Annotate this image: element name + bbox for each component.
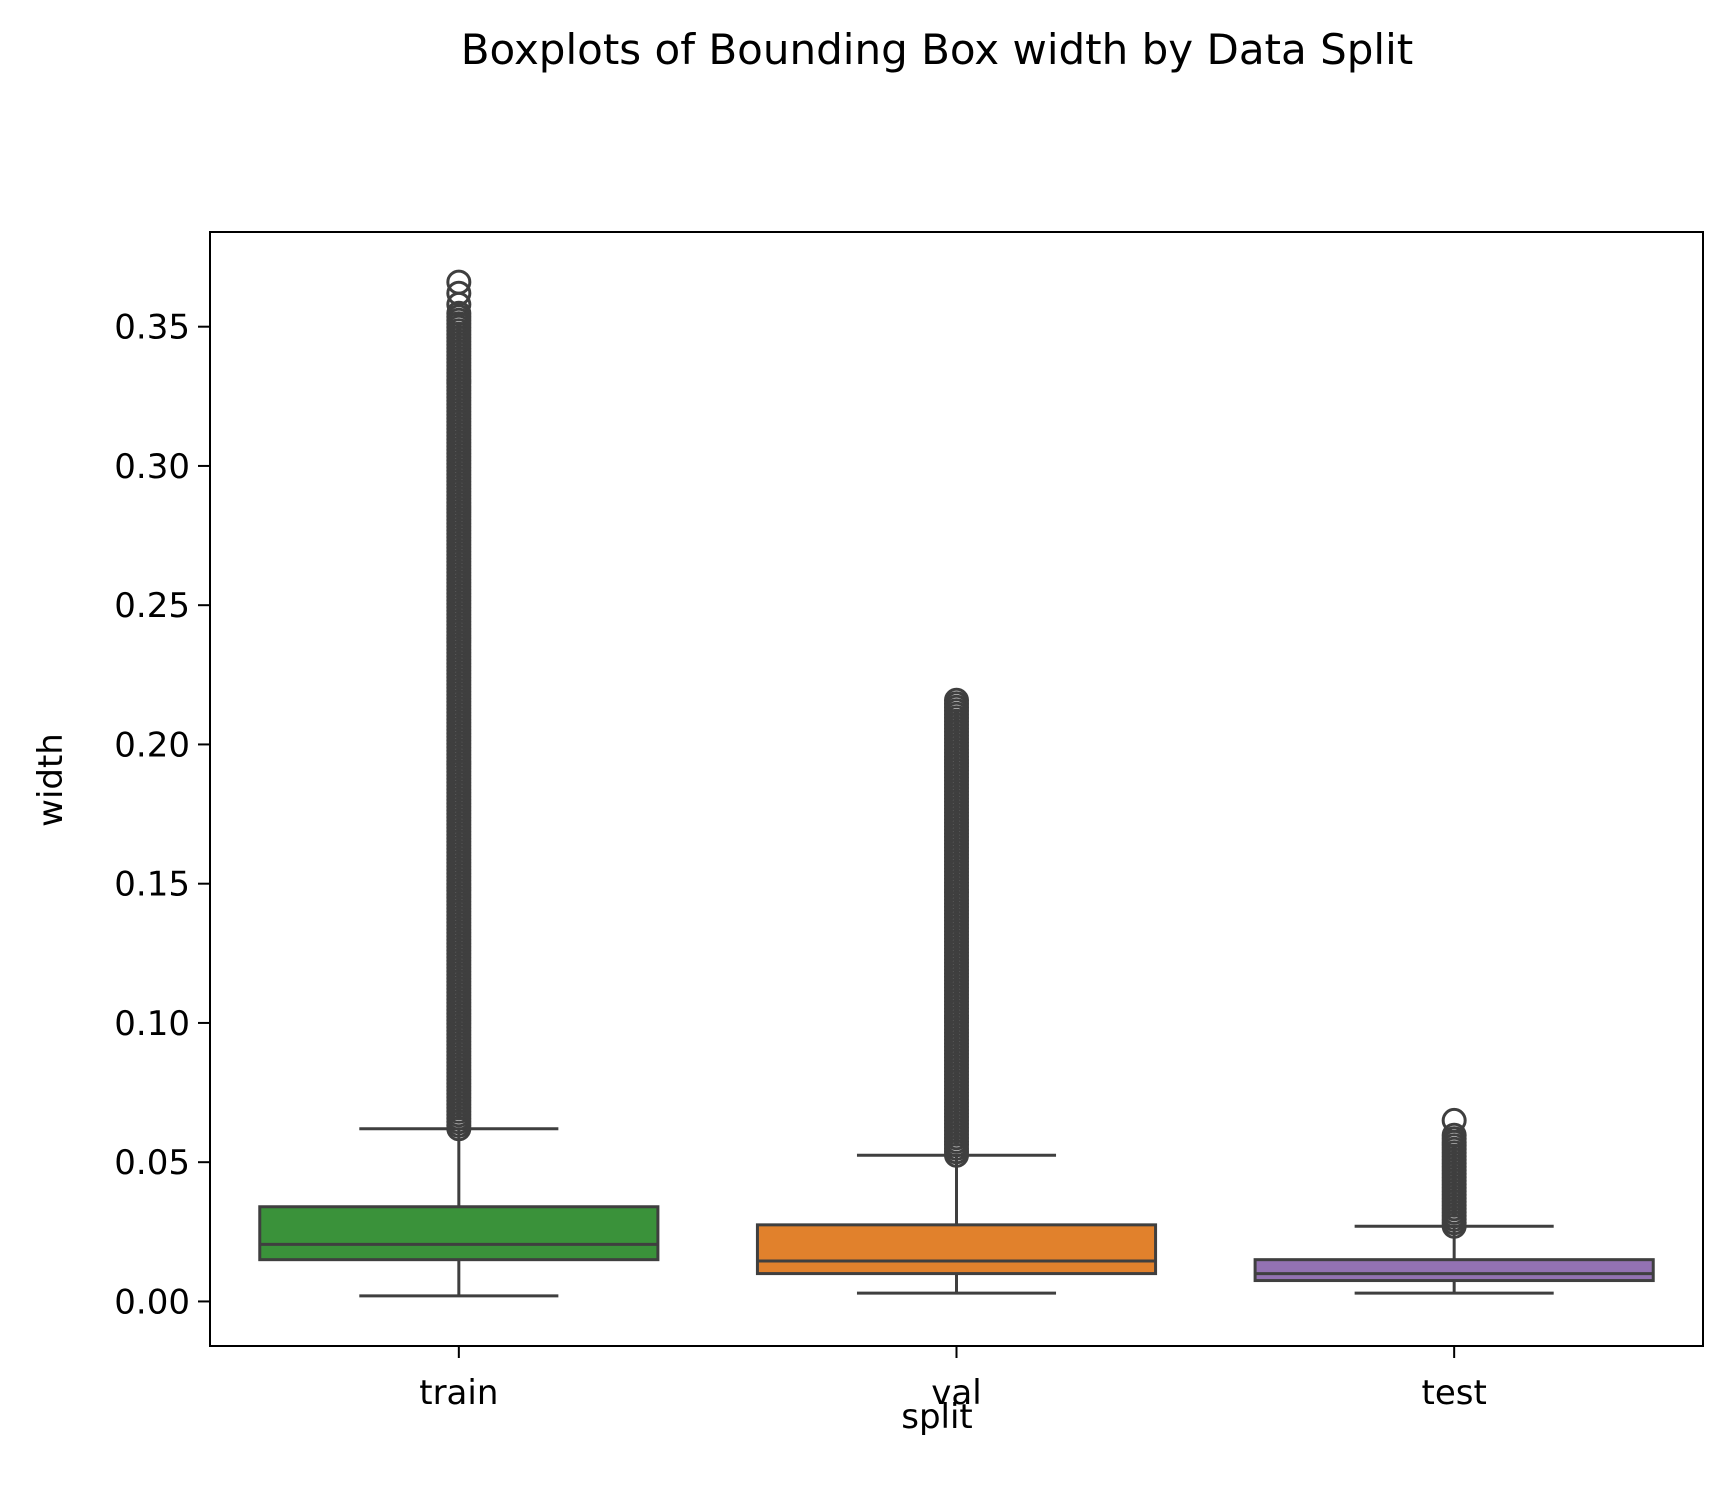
y-axis-ticks: 0.00 0.05 0.10 0.15 0.20 0.25 0.30 0.35 [114, 308, 210, 1322]
y-tick-label: 0.15 [114, 865, 190, 905]
outliers-test [1441, 1107, 1467, 1239]
outlier-point [446, 300, 472, 326]
x-tick-label: val [931, 1373, 981, 1413]
box-test [1253, 1107, 1655, 1295]
box-val [755, 687, 1158, 1295]
y-tick-label: 0.25 [114, 586, 190, 626]
y-axis-label: width [31, 733, 71, 827]
y-tick-label: 0.10 [114, 1004, 190, 1044]
box-iqr [1253, 1258, 1655, 1283]
y-tick-label: 0.35 [114, 308, 190, 348]
outlier-point [1441, 1107, 1467, 1133]
box-train [258, 269, 660, 1298]
y-tick-label: 0.20 [114, 725, 190, 765]
outlier-point [1441, 1122, 1467, 1148]
x-tick-label: train [419, 1373, 498, 1413]
outliers-val [944, 687, 969, 1168]
chart-title: Boxplots of Bounding Box width by Data S… [461, 25, 1414, 74]
outliers-train [446, 269, 472, 1142]
x-axis-ticks: train val test [419, 1346, 1487, 1413]
y-tick-label: 0.30 [114, 447, 190, 487]
outlier-point [446, 280, 472, 306]
box-iqr [755, 1223, 1158, 1276]
plot-frame [209, 231, 1704, 1347]
x-tick-label: test [1422, 1373, 1487, 1413]
outlier-point [446, 269, 472, 295]
y-tick-label: 0.00 [114, 1282, 190, 1322]
x-axis-label: split [901, 1397, 973, 1437]
box-iqr [258, 1205, 660, 1262]
boxes-layer [258, 269, 1655, 1298]
y-tick-label: 0.05 [114, 1143, 190, 1183]
outlier-point [944, 687, 969, 713]
